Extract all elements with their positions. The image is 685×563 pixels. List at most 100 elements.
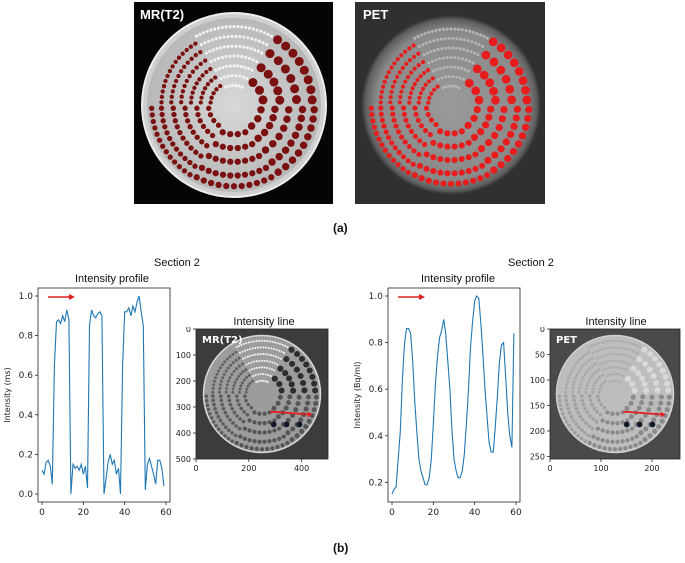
phantom-dot: [297, 372, 304, 380]
phantom-dot: [438, 57, 442, 61]
phantom-dot: [666, 394, 672, 400]
phantom-dot: [160, 118, 166, 124]
phantom-dot: [163, 149, 169, 155]
phantom-dot: [294, 149, 303, 157]
phantom-dot: [575, 372, 579, 376]
phantom-dot: [293, 407, 299, 413]
phantom-dot: [602, 354, 605, 357]
phantom-dot: [170, 105, 176, 111]
phantom-dot: [600, 428, 605, 433]
phantom-dot: [572, 394, 576, 398]
phantom-dot: [273, 362, 277, 365]
phantom-dot: [241, 419, 246, 424]
phantom-dot: [240, 343, 243, 347]
phantom-dot: [586, 380, 590, 384]
phantom-dot: [224, 390, 228, 394]
phantom-dot: [238, 35, 242, 39]
phantom-dot: [411, 43, 416, 48]
phantom-dot: [225, 64, 229, 69]
phantom-dot: [583, 372, 587, 376]
phantom-dot: [262, 373, 265, 376]
phantom-dot: [378, 111, 384, 117]
phantom-dot: [281, 41, 291, 51]
phantom-dot: [209, 60, 213, 64]
phantom-dot: [475, 32, 479, 36]
phantom-dot: [617, 380, 620, 383]
phantom-dot: [432, 48, 437, 53]
phantom-dot: [193, 149, 199, 155]
phantom-dot: [223, 410, 228, 415]
phantom-dot: [262, 164, 270, 172]
pet-line-y-tick-label: 250: [530, 452, 545, 461]
phantom-dot: [277, 436, 282, 441]
phantom-dot: [640, 394, 646, 400]
phantom-dot: [629, 363, 632, 366]
phantom-dot: [247, 438, 252, 443]
phantom-dot: [209, 78, 214, 83]
pet-label: PET: [363, 7, 389, 22]
phantom-dot: [422, 70, 427, 76]
phantom-dot: [223, 360, 227, 364]
phantom-dot: [451, 36, 455, 41]
phantom-dot: [211, 394, 215, 398]
phantom-dot: [451, 130, 458, 137]
phantom-dot: [280, 64, 290, 74]
phantom-dot: [184, 118, 191, 124]
mr-profile-y-tick-label: 0.2: [19, 450, 33, 460]
phantom-dot: [174, 124, 180, 130]
phantom-dot: [596, 349, 599, 352]
phantom-dot: [180, 51, 185, 56]
phantom-dot: [266, 32, 270, 36]
phantom-dot: [624, 405, 630, 411]
phantom-dot: [190, 90, 195, 95]
phantom-dot: [615, 439, 620, 444]
phantom-dot: [259, 447, 265, 452]
phantom-dot: [395, 129, 402, 135]
phantom-dot: [227, 144, 234, 152]
phantom-dot: [464, 28, 468, 33]
phantom-dot: [219, 46, 223, 50]
phantom-dot: [584, 421, 588, 425]
phantom-dot: [392, 61, 397, 66]
phantom-dot: [231, 361, 235, 365]
mr-profile-x-tick-label: 60: [160, 508, 172, 518]
phantom-dot: [566, 407, 570, 411]
phantom-dot: [200, 90, 206, 95]
phantom-dot: [662, 373, 669, 380]
phantom-dot: [497, 161, 505, 169]
phantom-dot: [438, 28, 442, 32]
phantom-dot: [602, 405, 607, 410]
phantom-dot: [574, 407, 579, 411]
phantom-dot: [209, 132, 216, 139]
phantom-dot: [605, 410, 610, 415]
phantom-dot: [238, 390, 241, 394]
phantom-dot: [269, 34, 274, 38]
phantom-dot: [232, 410, 237, 415]
phantom-dot: [422, 127, 429, 134]
phantom-dot: [407, 100, 412, 105]
phantom-dot: [392, 79, 397, 84]
phantom-dot: [193, 53, 198, 58]
phantom-dot: [608, 340, 611, 343]
phantom-dot: [226, 44, 230, 49]
phantom-dot: [462, 47, 466, 52]
phantom-dot: [639, 346, 642, 349]
phantom-dot: [496, 65, 506, 75]
phantom-dot: [656, 361, 663, 368]
phantom-dot: [216, 56, 221, 61]
phantom-dot: [258, 366, 261, 369]
phantom-dot: [613, 339, 617, 342]
phantom-dot: [235, 346, 238, 349]
phantom-dot: [230, 439, 234, 443]
phantom-dot: [607, 446, 612, 452]
phantom-dot: [176, 73, 181, 79]
phantom-dot: [160, 89, 165, 94]
phantom-dot: [237, 84, 241, 88]
mr-profile-y-tick-label: 0.6: [19, 371, 34, 381]
phantom-dot: [268, 174, 275, 181]
phantom-dot: [472, 51, 477, 55]
phantom-dot: [204, 143, 210, 149]
phantom-dot: [591, 387, 595, 391]
phantom-dot: [470, 133, 479, 141]
phantom-dot: [250, 340, 253, 343]
